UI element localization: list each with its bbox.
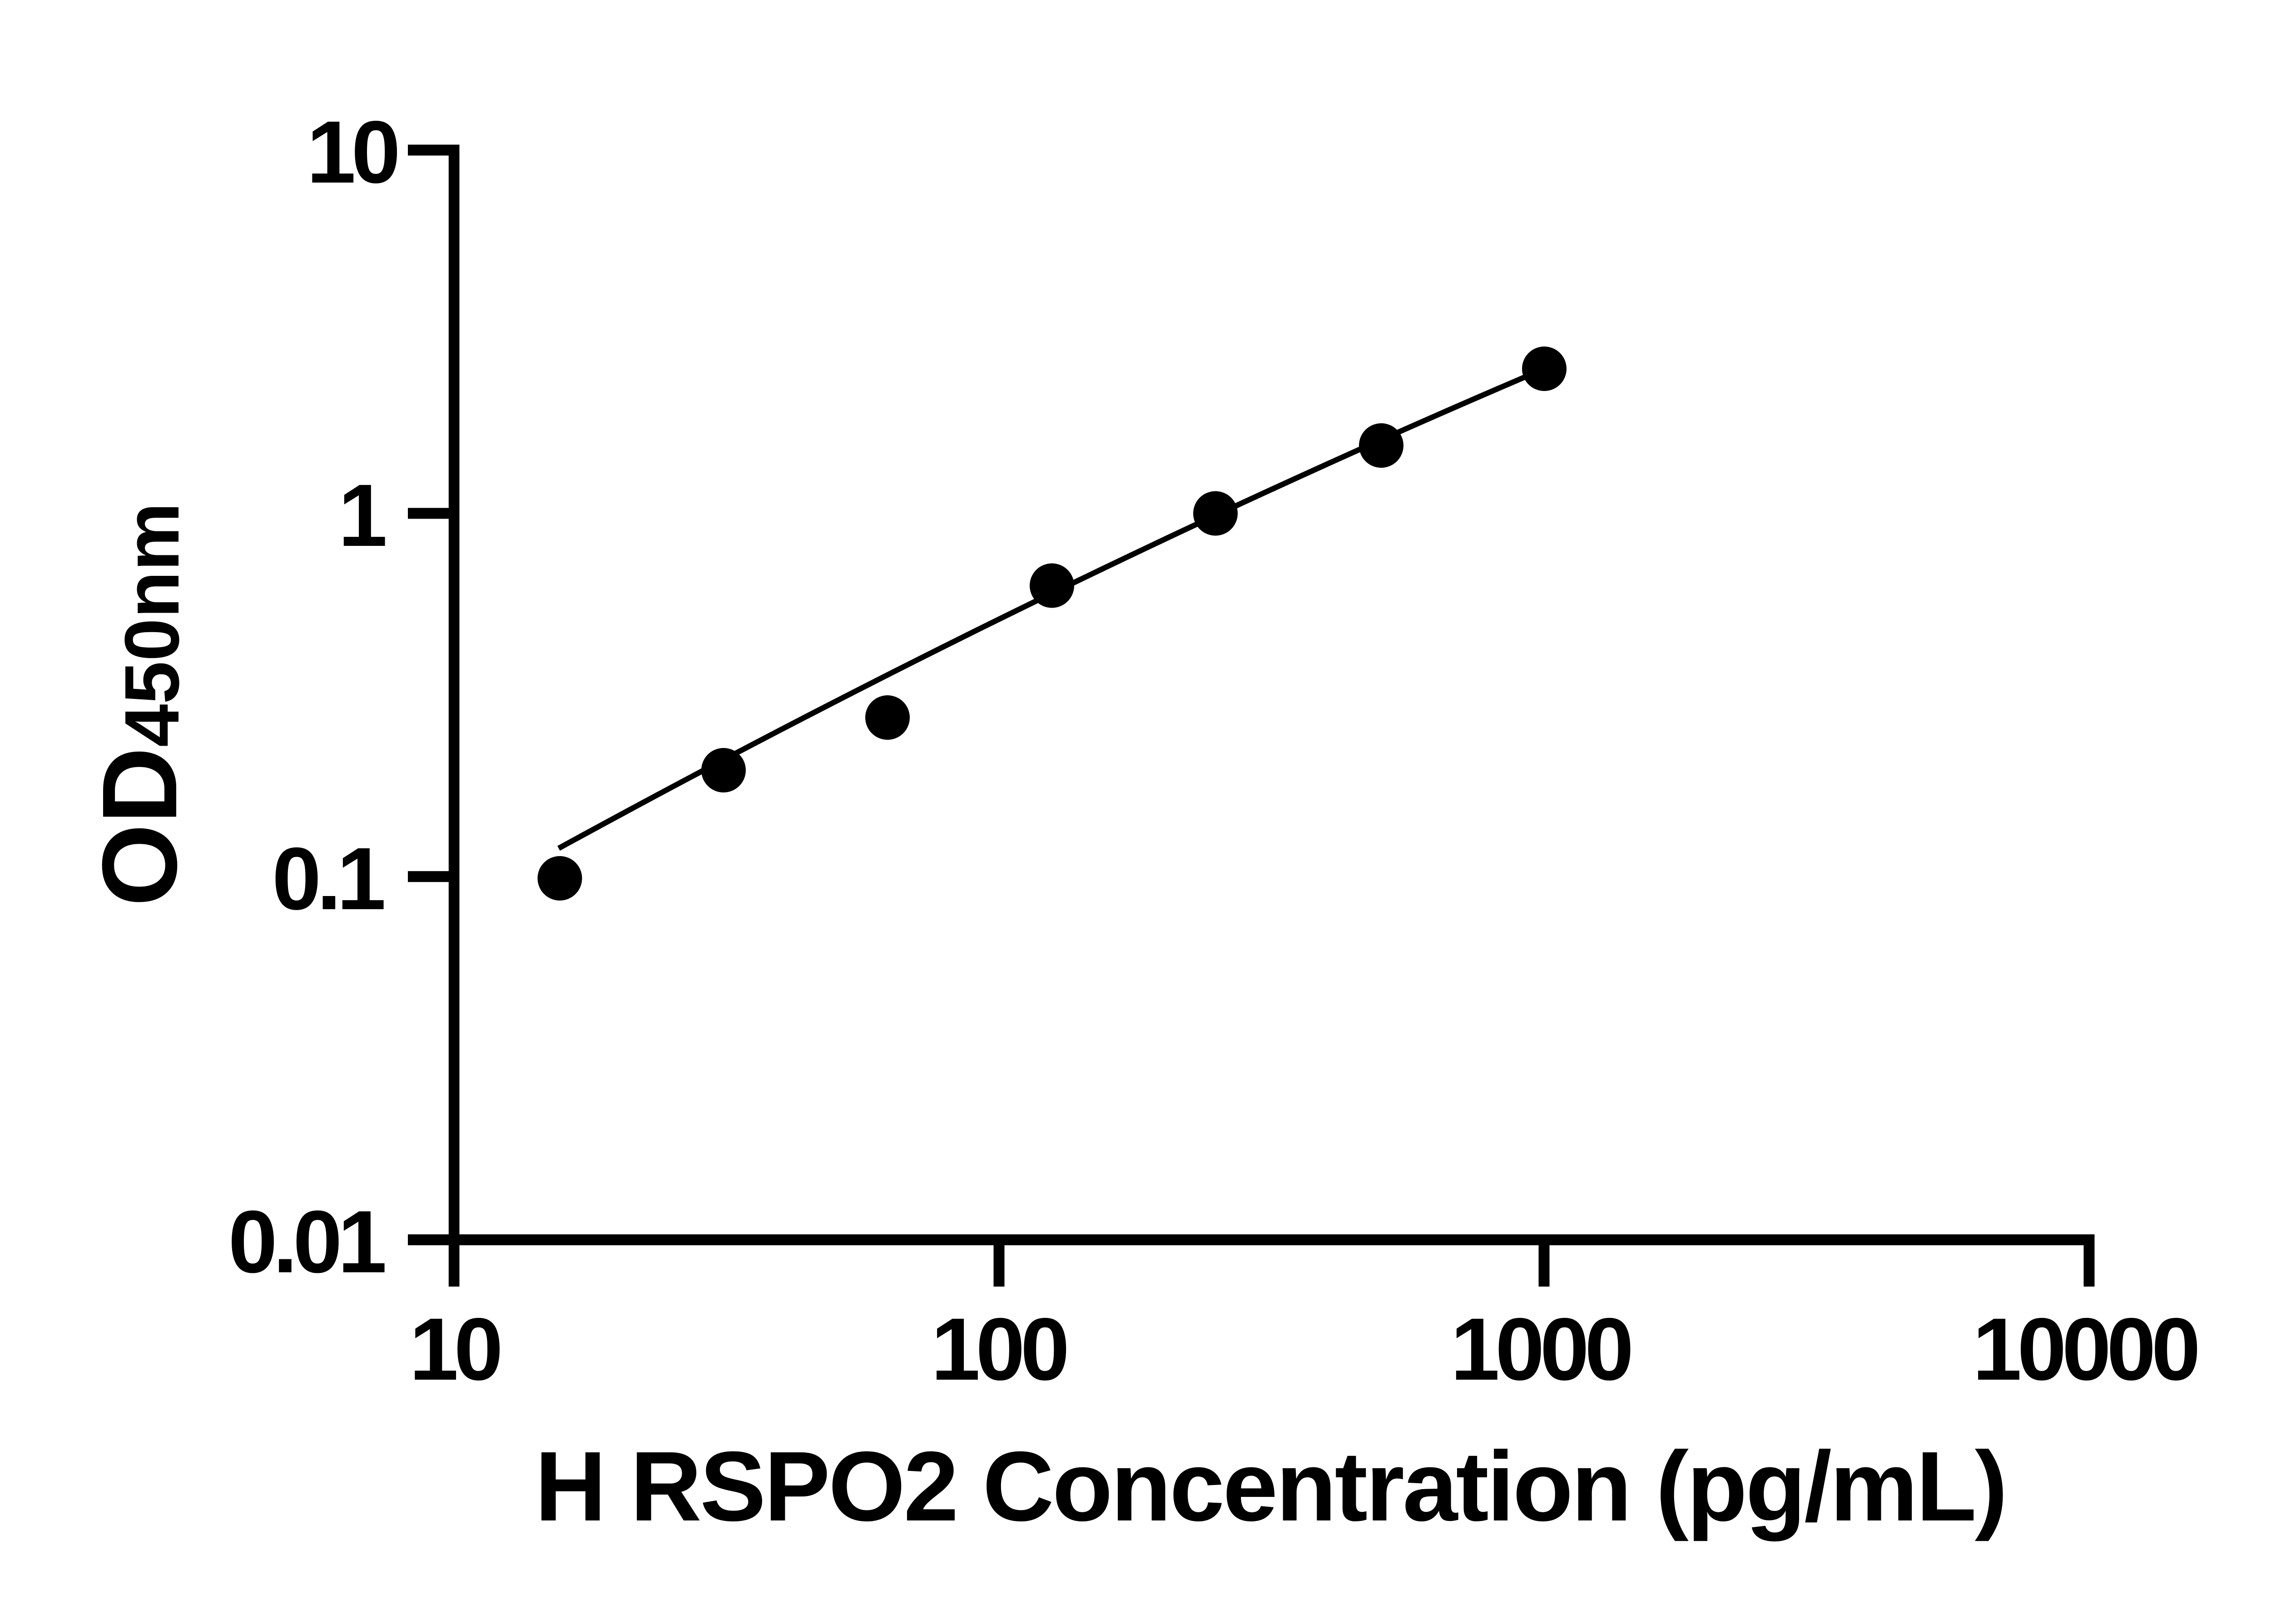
svg-text:10: 10 xyxy=(409,1300,500,1399)
svg-text:1000: 1000 xyxy=(1451,1300,1631,1399)
svg-text:10: 10 xyxy=(307,103,397,202)
svg-text:100: 100 xyxy=(931,1300,1066,1399)
svg-text:H RSPO2 Concentration (pg/mL): H RSPO2 Concentration (pg/mL) xyxy=(535,1431,2006,1542)
svg-text:1: 1 xyxy=(338,466,386,565)
svg-text:0.1: 0.1 xyxy=(272,829,384,928)
svg-text:10000: 10000 xyxy=(1973,1300,2197,1399)
svg-text:0.01: 0.01 xyxy=(228,1193,385,1292)
